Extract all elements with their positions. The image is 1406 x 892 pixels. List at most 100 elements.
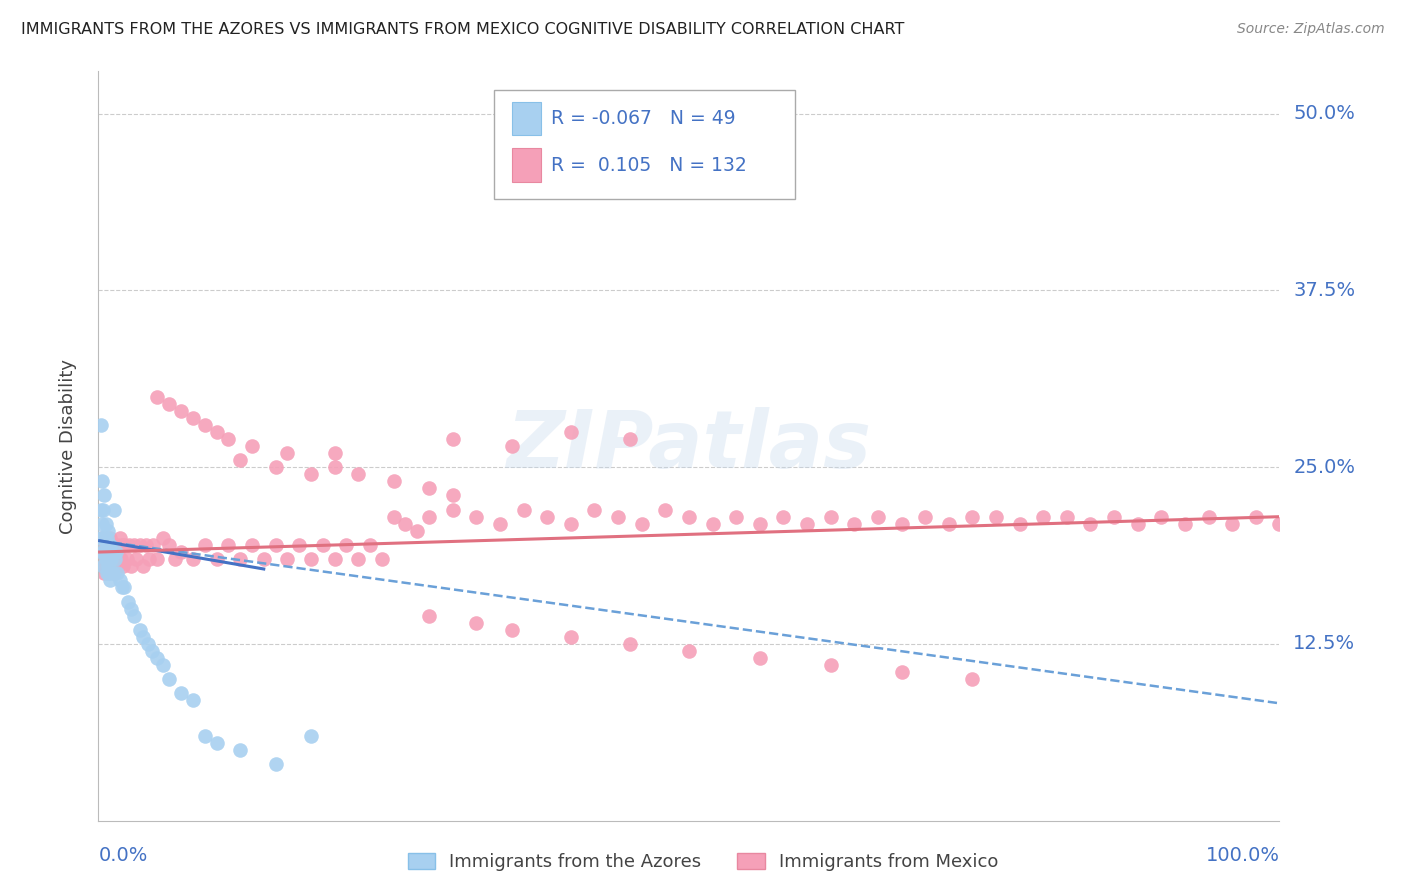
Point bbox=[441, 432, 464, 446]
Point bbox=[181, 410, 204, 425]
Text: ZIPatlas: ZIPatlas bbox=[506, 407, 872, 485]
Point bbox=[560, 516, 582, 531]
Point bbox=[91, 559, 114, 574]
Point bbox=[465, 615, 488, 630]
Point bbox=[91, 531, 114, 545]
Point bbox=[108, 531, 131, 545]
Point bbox=[312, 538, 335, 552]
Point bbox=[96, 531, 118, 545]
Point bbox=[844, 516, 866, 531]
Bar bbox=[512, 148, 541, 182]
Point bbox=[583, 502, 606, 516]
Point bbox=[240, 538, 263, 552]
Point bbox=[796, 516, 818, 531]
Point bbox=[91, 538, 114, 552]
Y-axis label: Cognitive Disability: Cognitive Disability bbox=[59, 359, 77, 533]
Point bbox=[205, 736, 228, 750]
Point bbox=[146, 390, 169, 404]
Point bbox=[382, 509, 405, 524]
Point bbox=[91, 502, 114, 516]
Point bbox=[98, 552, 121, 566]
Text: R = -0.067   N = 49: R = -0.067 N = 49 bbox=[551, 109, 735, 128]
Point bbox=[111, 580, 134, 594]
Point bbox=[157, 538, 180, 552]
Point bbox=[560, 630, 582, 644]
Point bbox=[418, 509, 440, 524]
Point bbox=[501, 623, 523, 637]
Text: Source: ZipAtlas.com: Source: ZipAtlas.com bbox=[1237, 22, 1385, 37]
Point bbox=[112, 559, 135, 574]
Point bbox=[394, 516, 416, 531]
Point bbox=[111, 538, 134, 552]
Point bbox=[91, 516, 114, 531]
Point bbox=[132, 630, 155, 644]
Point bbox=[96, 538, 118, 552]
Point bbox=[489, 516, 512, 531]
Point bbox=[170, 403, 193, 417]
Point bbox=[441, 502, 464, 516]
Point bbox=[125, 552, 148, 566]
Point bbox=[93, 531, 115, 545]
Point bbox=[91, 545, 114, 559]
Point bbox=[678, 644, 700, 658]
Point bbox=[94, 552, 117, 566]
Point bbox=[1032, 509, 1054, 524]
Point bbox=[121, 559, 143, 574]
Point bbox=[152, 658, 174, 673]
Point bbox=[1080, 516, 1102, 531]
Point bbox=[194, 417, 217, 432]
Point bbox=[115, 552, 138, 566]
Point bbox=[98, 538, 121, 552]
Point bbox=[253, 552, 276, 566]
Point bbox=[89, 538, 111, 552]
Point bbox=[299, 729, 322, 743]
Point bbox=[501, 439, 523, 453]
Point bbox=[1174, 516, 1197, 531]
Point bbox=[323, 446, 346, 460]
Point bbox=[217, 432, 239, 446]
Point bbox=[323, 460, 346, 475]
Point bbox=[630, 516, 652, 531]
Point bbox=[725, 509, 748, 524]
Point bbox=[512, 502, 534, 516]
Point bbox=[619, 432, 641, 446]
Point bbox=[276, 446, 298, 460]
Point bbox=[98, 566, 121, 581]
Point bbox=[94, 538, 117, 552]
Point bbox=[229, 552, 252, 566]
Point bbox=[406, 524, 429, 538]
Point bbox=[607, 509, 630, 524]
Point bbox=[93, 545, 115, 559]
Point bbox=[229, 743, 252, 757]
Point bbox=[264, 538, 287, 552]
Point bbox=[98, 574, 121, 588]
Point bbox=[217, 538, 239, 552]
Text: 12.5%: 12.5% bbox=[1294, 634, 1355, 654]
Point bbox=[97, 559, 120, 574]
Point bbox=[170, 686, 193, 700]
Point bbox=[240, 439, 263, 453]
Text: 50.0%: 50.0% bbox=[1294, 104, 1355, 123]
Point bbox=[441, 488, 464, 502]
Point bbox=[382, 475, 405, 489]
Point bbox=[194, 538, 217, 552]
Point bbox=[194, 729, 217, 743]
Point bbox=[97, 559, 120, 574]
Point bbox=[103, 502, 125, 516]
Point bbox=[112, 580, 135, 594]
Point bbox=[118, 538, 141, 552]
Point bbox=[1008, 516, 1031, 531]
Point bbox=[110, 552, 132, 566]
Point bbox=[347, 467, 370, 482]
Text: 0.0%: 0.0% bbox=[98, 846, 148, 864]
Point bbox=[299, 552, 322, 566]
Point bbox=[962, 509, 984, 524]
Point bbox=[117, 594, 139, 608]
Point bbox=[104, 552, 127, 566]
Point bbox=[299, 467, 322, 482]
Point bbox=[96, 531, 118, 545]
Point bbox=[229, 453, 252, 467]
Point bbox=[103, 566, 125, 581]
Point bbox=[1126, 516, 1149, 531]
Point bbox=[100, 552, 122, 566]
